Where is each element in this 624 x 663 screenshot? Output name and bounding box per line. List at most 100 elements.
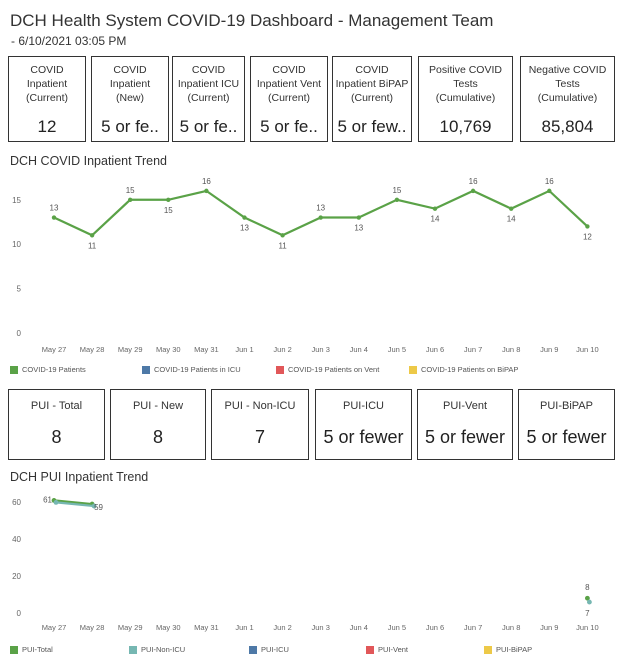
x-tick-label: Jun 7 <box>464 623 482 632</box>
x-tick-label: May 30 <box>156 345 181 354</box>
x-tick-label: May 29 <box>118 345 143 354</box>
x-tick-label: Jun 10 <box>576 345 599 354</box>
x-tick-label: May 27 <box>42 345 67 354</box>
data-label: 8 <box>585 583 590 592</box>
legend-swatch <box>10 366 18 375</box>
y-tick-label: 0 <box>17 609 22 618</box>
x-tick-label: May 31 <box>194 345 219 354</box>
pui-inpatient-trend-chart: 0 20 40 60 May 27 May 28 May 29 May 30 May 31 Jun… <box>12 495 599 632</box>
legend-swatch <box>366 646 374 655</box>
kpi-covid-inpatient-bipap: COVID Inpatient BiPAP (Current) 5 or few… <box>332 56 412 142</box>
data-label: 59 <box>94 503 103 512</box>
x-tick-label: May 28 <box>80 623 105 632</box>
data-label: 14 <box>507 215 516 224</box>
data-point <box>51 215 57 220</box>
kpi-covid-inpatient-new: COVID Inpatient (New) 5 or fe.. <box>91 56 169 142</box>
legend-label: PUI-Total <box>22 645 53 654</box>
kpi-label: PUI - New <box>132 400 184 412</box>
x-tick-label: May 31 <box>194 623 219 632</box>
legend-item: COVID-19 Patients on BiPAP <box>409 365 519 375</box>
kpi-pui-new: PUI - New 8 <box>110 389 206 460</box>
kpi-label: COVID Inpatient BiPAP (Current) <box>335 64 409 104</box>
kpi-pui-bipap: PUI-BiPAP 5 or fewer <box>518 389 615 460</box>
data-point <box>89 233 95 238</box>
kpi-label: PUI-BiPAP <box>540 400 593 412</box>
legend-item: COVID-19 Patients <box>10 365 86 375</box>
data-point <box>242 215 247 220</box>
data-label: 13 <box>240 224 249 233</box>
kpi-label: Negative COVID Tests (Cumulative) <box>528 64 607 104</box>
data-label: 13 <box>354 224 363 233</box>
kpi-value: 5 or fewer <box>424 427 506 447</box>
kpi-value: 7 <box>254 427 265 447</box>
y-tick-label: 10 <box>12 240 21 249</box>
legend-swatch <box>129 646 137 655</box>
data-point <box>432 206 438 211</box>
kpi-pui-icu: PUI-ICU 5 or fewer <box>315 389 412 460</box>
dashboard-timestamp: - 6/10/2021 03:05 PM <box>11 34 127 48</box>
legend-label: COVID-19 Patients on Vent <box>288 365 380 374</box>
kpi-value: 5 or fe.. <box>101 117 159 136</box>
kpi-label: COVID Inpatient (Current) <box>25 64 68 104</box>
legend-label: PUI-BiPAP <box>496 645 533 654</box>
dashboard-title: DCH Health System COVID-19 Dashboard - M… <box>10 11 494 30</box>
kpi-value: 8 <box>51 427 62 447</box>
data-label: 15 <box>164 206 173 215</box>
data-label: 16 <box>469 177 478 186</box>
y-tick-label: 60 <box>12 498 21 507</box>
kpi-value: 10,769 <box>439 117 492 136</box>
kpi-value: 5 or fewer <box>323 427 404 447</box>
x-tick-label: Jun 4 <box>350 623 368 632</box>
data-point <box>585 595 590 601</box>
x-tick-label: Jun 7 <box>464 345 482 354</box>
kpi-value: 8 <box>152 427 163 447</box>
kpi-label: PUI-ICU <box>343 400 384 412</box>
x-tick-label: Jun 6 <box>426 623 444 632</box>
x-tick-label: Jun 9 <box>540 345 558 354</box>
x-tick-label: Jun 5 <box>388 623 406 632</box>
data-label: 11 <box>278 241 287 250</box>
covid-inpatient-trend-chart: 0 5 10 15 May 27 May 28 May 29 May 30 May 31 Jun … <box>12 177 599 354</box>
legend-item: COVID-19 Patients in ICU <box>142 365 241 375</box>
y-tick-label: 20 <box>12 572 21 581</box>
covid-trend-title: DCH COVID Inpatient Trend <box>10 154 168 168</box>
legend-label: COVID-19 Patients <box>22 365 86 374</box>
legend-label: COVID-19 Patients on BiPAP <box>421 365 519 374</box>
x-tick-label: Jun 9 <box>540 623 558 632</box>
legend-swatch <box>409 366 417 375</box>
legend-swatch <box>249 646 257 655</box>
x-tick-label: May 27 <box>42 623 67 632</box>
legend-item: COVID-19 Patients on Vent <box>276 365 380 375</box>
data-point <box>470 188 476 194</box>
legend-item: PUI-Non-ICU <box>129 645 186 655</box>
kpi-value: 12 <box>37 117 57 136</box>
data-label: 16 <box>545 177 554 186</box>
data-point <box>91 503 97 509</box>
kpi-covid-inpatient-icu: COVID Inpatient ICU (Current) 5 or fe.. <box>172 56 245 142</box>
x-tick-label: May 30 <box>156 623 181 632</box>
x-tick-label: Jun 6 <box>426 345 444 354</box>
data-point <box>585 224 590 229</box>
x-tick-label: Jun 5 <box>388 345 406 354</box>
y-tick-label: 15 <box>12 196 21 205</box>
kpi-pui-non-icu: PUI - Non-ICU 7 <box>211 389 309 460</box>
legend-swatch <box>10 646 18 655</box>
kpi-value: 5 or fewer <box>526 427 607 447</box>
x-tick-label: Jun 2 <box>273 345 291 354</box>
x-tick-label: Jun 1 <box>235 623 253 632</box>
legend-item: PUI-Total <box>10 645 53 655</box>
data-point <box>318 215 323 220</box>
legend-label: PUI-Non-ICU <box>141 645 186 654</box>
kpi-label: Positive COVID Tests (Cumulative) <box>429 64 502 104</box>
data-label: 16 <box>202 177 211 186</box>
data-label: 7 <box>585 609 590 618</box>
data-label: 61 <box>43 495 52 504</box>
data-point <box>204 188 209 194</box>
kpi-value: 5 or fe.. <box>260 117 318 136</box>
data-point <box>587 599 592 605</box>
x-tick-label: Jun 4 <box>350 345 368 354</box>
kpi-label: COVID Inpatient Vent (Current) <box>256 64 322 104</box>
data-label: 13 <box>50 204 59 213</box>
x-tick-label: Jun 8 <box>502 623 520 632</box>
data-label: 12 <box>583 232 592 241</box>
